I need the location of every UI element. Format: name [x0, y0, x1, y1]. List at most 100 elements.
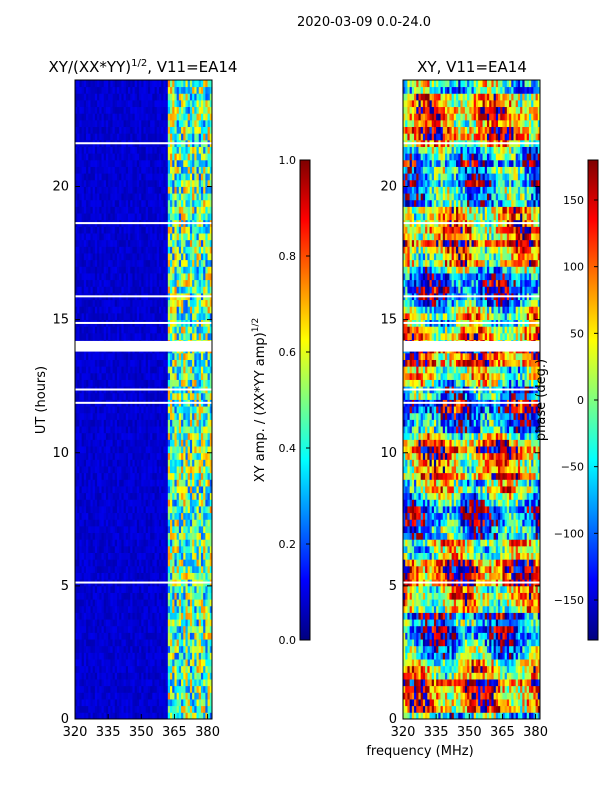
amplitude-cell [75, 652, 78, 660]
amplitude-cell [174, 612, 178, 620]
amplitude-cell [121, 712, 125, 720]
amplitude-cell [196, 632, 200, 640]
amplitude-cell [181, 705, 184, 713]
amplitude-cell [83, 652, 87, 660]
amplitude-cell [139, 672, 142, 680]
amplitude-cell [181, 619, 184, 627]
amplitude-cell [88, 665, 91, 673]
amplitude-cell [189, 612, 193, 620]
amplitude-cell [145, 639, 149, 647]
amplitude-cell [90, 652, 94, 660]
amplitude-cell [125, 652, 129, 660]
amplitude-cell [101, 625, 105, 633]
amplitude-cell [123, 679, 127, 687]
amplitude-cell [145, 652, 149, 660]
amplitude-cell [92, 652, 96, 660]
amplitude-cell [150, 619, 153, 627]
amplitude-cell [86, 692, 89, 700]
amplitude-cell [185, 645, 189, 653]
amplitude-cell [86, 632, 89, 640]
amplitude-cell [141, 692, 144, 700]
amplitude-cell [119, 705, 122, 713]
amplitude-cell [94, 672, 98, 680]
amplitude-cell [165, 712, 169, 720]
amplitude-cell [196, 685, 200, 693]
amplitude-cell [105, 632, 109, 640]
amplitude-cell [77, 699, 80, 707]
amplitude-cell [121, 679, 125, 687]
amplitude-cell [178, 639, 182, 647]
amplitude-cell [181, 652, 184, 660]
amplitude-cell [152, 672, 155, 680]
amplitude-cell [90, 659, 94, 667]
amplitude-cell [170, 645, 173, 653]
amplitude-cell [125, 632, 129, 640]
amplitude-cell [110, 665, 113, 673]
amplitude-cell [183, 619, 186, 627]
amplitude-cell [94, 639, 98, 647]
amplitude-cell [178, 692, 182, 700]
amplitude-cell [194, 639, 197, 647]
amplitude-cell [130, 632, 133, 640]
amplitude-cell [156, 672, 160, 680]
amplitude-cell [134, 685, 138, 693]
amplitude-cell [110, 699, 113, 707]
amplitude-cell [99, 612, 102, 620]
amplitude-cell [203, 665, 206, 673]
amplitude-cell [154, 699, 158, 707]
amplitude-cell [150, 665, 153, 673]
amplitude-cell [121, 632, 125, 640]
amplitude-cell [152, 659, 155, 667]
amplitude-cell [183, 612, 186, 620]
amplitude-cell [178, 625, 182, 633]
amplitude-cell [134, 645, 138, 653]
amplitude-cell [108, 612, 111, 620]
amplitude-cell [92, 699, 96, 707]
amplitude-cell [152, 632, 155, 640]
amplitude-cell [77, 665, 80, 673]
amplitude-cell [79, 685, 83, 693]
amplitude-cell [123, 612, 127, 620]
amplitude-cell [128, 672, 131, 680]
amplitude-cell [116, 712, 120, 720]
amplitude-cell [101, 639, 105, 647]
amplitude-cell [101, 659, 105, 667]
amplitude-cell [163, 632, 166, 640]
amplitude-cell [154, 645, 158, 653]
amplitude-cell [145, 645, 149, 653]
amplitude-cell [145, 665, 149, 673]
amplitude-cell [75, 699, 78, 707]
amplitude-cell [167, 659, 171, 667]
amplitude-cell [183, 699, 186, 707]
amplitude-cell [130, 645, 133, 653]
amplitude-cell [125, 679, 129, 687]
amplitude-cell [75, 632, 78, 640]
amplitude-cell [83, 612, 87, 620]
amplitude-cell [141, 652, 144, 660]
amplitude-cell [136, 705, 140, 713]
amplitude-cell [167, 712, 171, 720]
amplitude-cell [163, 639, 166, 647]
amplitude-cell [112, 705, 116, 713]
amplitude-cell [75, 645, 78, 653]
amplitude-cell [178, 685, 182, 693]
amplitude-cell [105, 625, 109, 633]
amplitude-cell [187, 685, 191, 693]
amplitude-cell [136, 632, 140, 640]
amplitude-cell [143, 699, 147, 707]
amplitude-cell [189, 672, 193, 680]
amplitude-cell [189, 619, 193, 627]
amplitude-cell [207, 645, 211, 653]
amplitude-cell [194, 679, 197, 687]
amplitude-cell [94, 705, 98, 713]
amplitude-cell [174, 645, 178, 653]
amplitude-cell [154, 705, 158, 713]
amplitude-cell [125, 692, 129, 700]
amplitude-cell [209, 645, 213, 653]
amplitude-cell [99, 705, 102, 713]
amplitude-cell [121, 699, 125, 707]
amplitude-cell [209, 679, 213, 687]
amplitude-cell [143, 712, 147, 720]
amplitude-cell [207, 692, 211, 700]
amplitude-cell [128, 652, 131, 660]
